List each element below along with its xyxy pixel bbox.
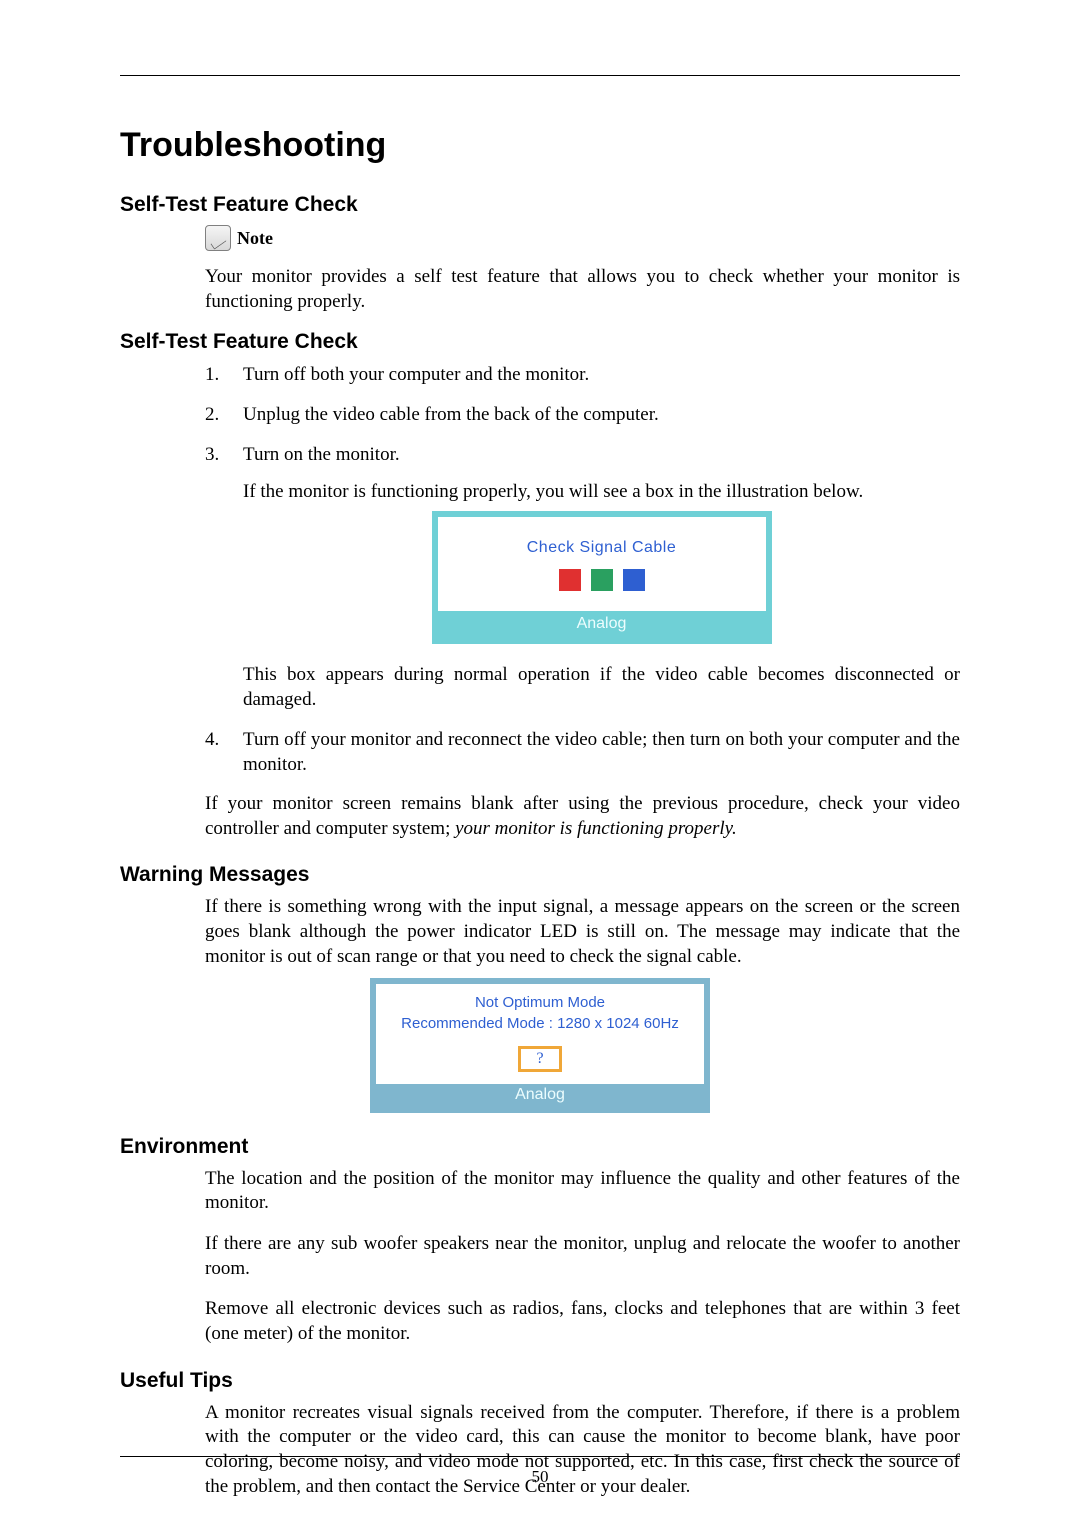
step-2: Unplug the video cable from the back of … <box>205 402 960 428</box>
section-heading-self-test-2: Self-Test Feature Check <box>120 330 960 354</box>
figure-not-optimum-mode: Not Optimum Mode Recommended Mode : 1280… <box>370 978 710 1113</box>
environment-p1: The location and the position of the mon… <box>205 1167 960 1216</box>
step-3-sub: If the monitor is functioning properly, … <box>243 479 960 505</box>
note-icon <box>205 225 231 251</box>
step-3-text: Turn on the monitor. <box>243 444 400 465</box>
section-heading-useful-tips: Useful Tips <box>120 1369 960 1393</box>
step-4: Turn off your monitor and reconnect the … <box>205 727 960 778</box>
figure-2-bar: Analog <box>376 1084 704 1107</box>
section-heading-environment: Environment <box>120 1135 960 1159</box>
figure-check-signal-cable: Check Signal Cable Analog <box>432 511 772 644</box>
page-number: 50 <box>120 1467 960 1487</box>
footer-rule <box>120 1456 960 1457</box>
environment-p3: Remove all electronic devices such as ra… <box>205 1297 960 1346</box>
self-test-steps: Turn off both your computer and the moni… <box>205 362 960 778</box>
figure-1-bar: Analog <box>438 611 766 638</box>
header-rule <box>120 75 960 76</box>
section-heading-warning: Warning Messages <box>120 863 960 887</box>
figure-2-line2: Recommended Mode : 1280 x 1024 60Hz <box>401 1015 679 1032</box>
note-label: Note <box>237 228 273 249</box>
step-4-text: Turn off your monitor and reconnect the … <box>243 729 960 776</box>
green-square-icon <box>591 569 613 591</box>
figure-1-title: Check Signal Cable <box>527 537 677 559</box>
figure-1-box: Check Signal Cable Analog <box>432 511 772 644</box>
step-1: Turn off both your computer and the moni… <box>205 362 960 388</box>
figure-2-question-icon: ? <box>518 1046 562 1072</box>
section-heading-self-test-1: Self-Test Feature Check <box>120 193 960 217</box>
document-title: Troubleshooting <box>120 126 960 165</box>
self-test-tail-b: your monitor is functioning properly. <box>455 818 737 839</box>
figure-1-body: Check Signal Cable <box>438 517 766 611</box>
rgb-squares <box>559 569 645 591</box>
step-1-text: Turn off both your computer and the moni… <box>243 364 589 385</box>
figure-2-body: Not Optimum Mode Recommended Mode : 1280… <box>376 984 704 1084</box>
figure-2-line1: Not Optimum Mode <box>475 994 605 1011</box>
self-test-tail: If your monitor screen remains blank aft… <box>205 792 960 841</box>
note-callout: Note <box>205 225 960 251</box>
page: Troubleshooting Self-Test Feature Check … <box>0 0 1080 1527</box>
step-3-after: This box appears during normal operation… <box>243 662 960 713</box>
red-square-icon <box>559 569 581 591</box>
environment-p2: If there are any sub woofer speakers nea… <box>205 1232 960 1281</box>
warning-body: If there is something wrong with the inp… <box>205 895 960 969</box>
note-body: Your monitor provides a self test featur… <box>205 265 960 314</box>
step-3: Turn on the monitor. If the monitor is f… <box>205 442 960 713</box>
blue-square-icon <box>623 569 645 591</box>
figure-2-box: Not Optimum Mode Recommended Mode : 1280… <box>370 978 710 1113</box>
step-2-text: Unplug the video cable from the back of … <box>243 404 659 425</box>
page-footer: 50 <box>120 1456 960 1487</box>
